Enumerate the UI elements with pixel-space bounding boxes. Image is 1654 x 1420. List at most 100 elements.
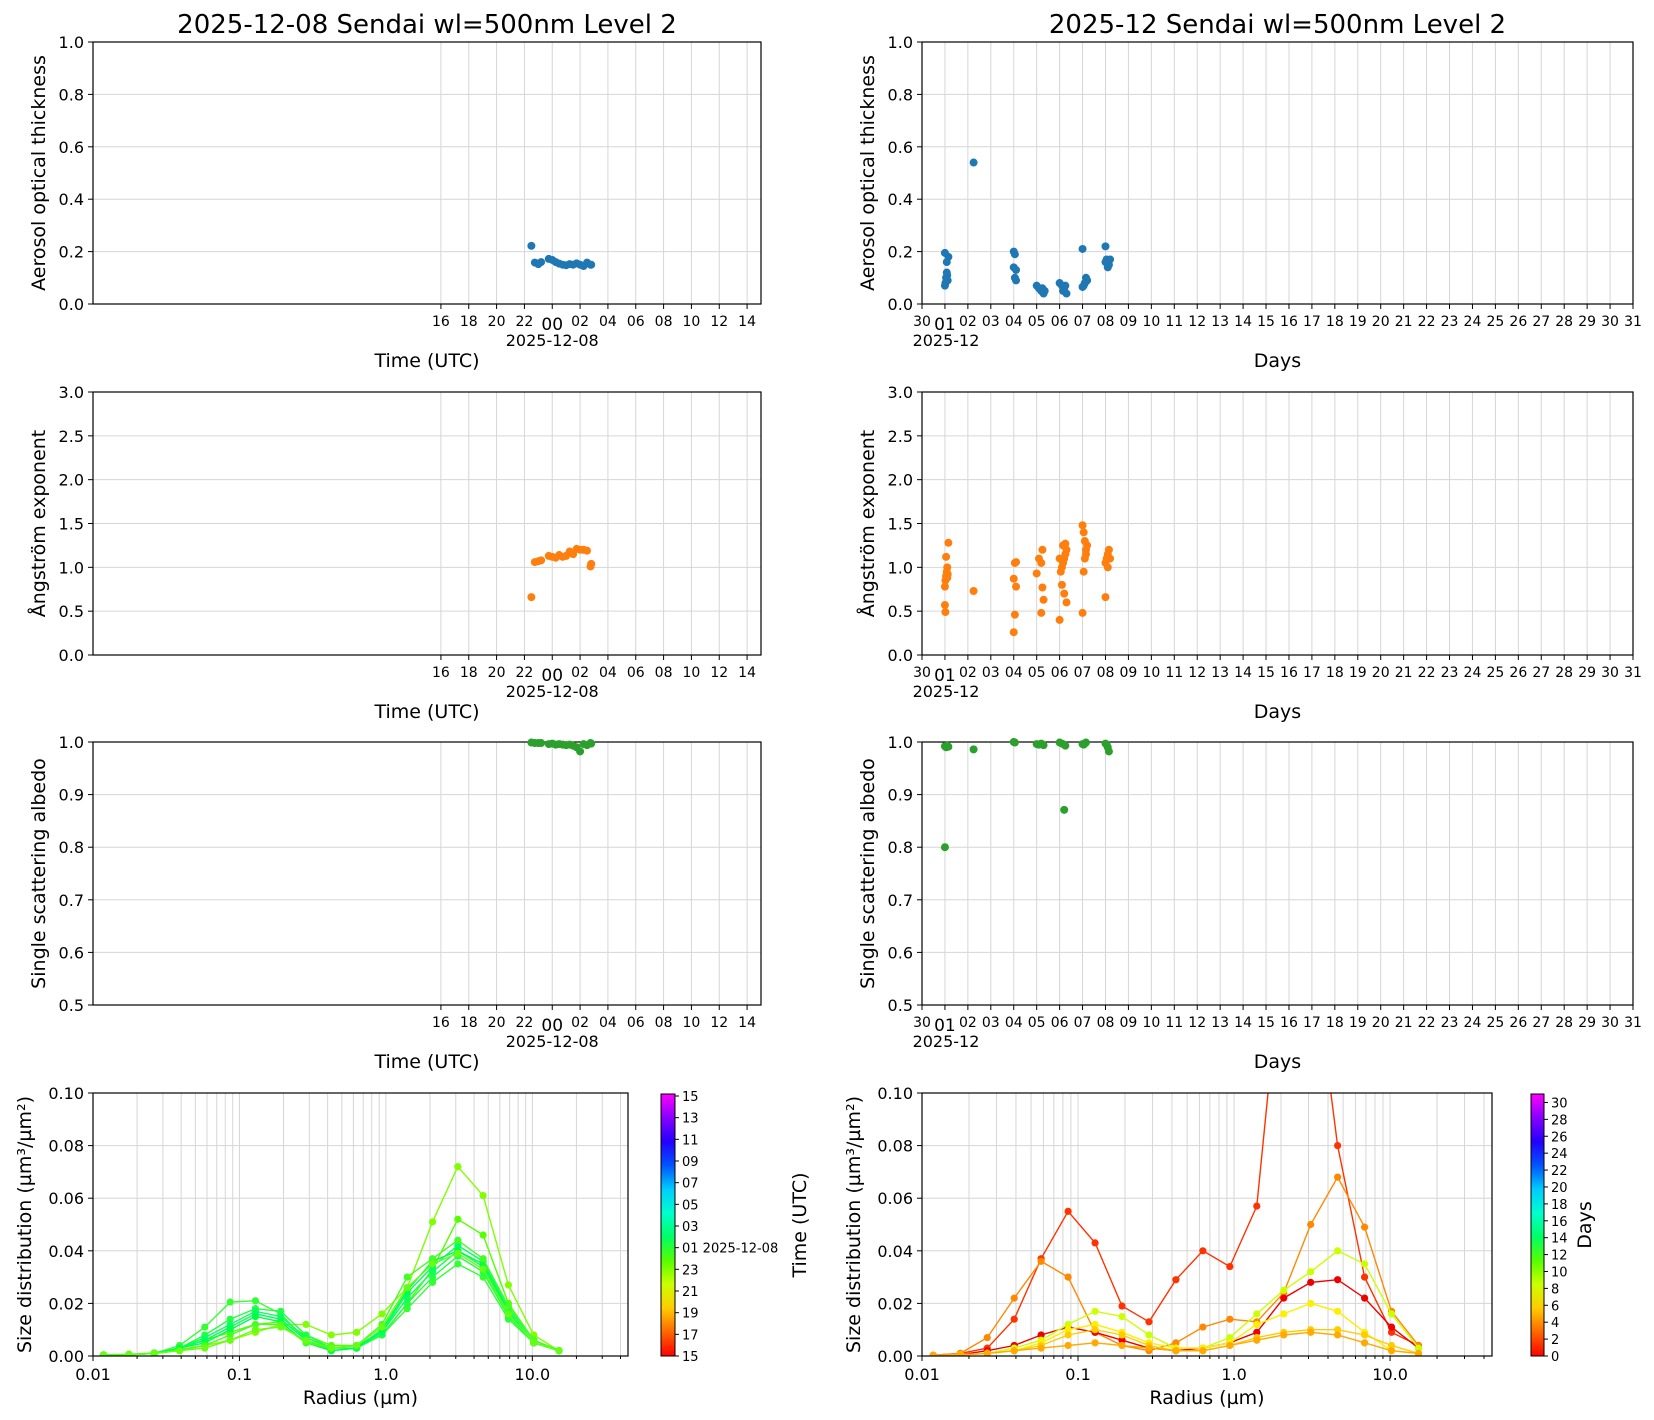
- x-tick-label: 10.0: [515, 1365, 551, 1384]
- y-axis-label: Single scattering albedo: [857, 758, 879, 989]
- data-point: [1078, 244, 1087, 253]
- y-tick-label: 0.0: [59, 646, 84, 665]
- colorbar-tick-label: 11: [682, 1133, 699, 1148]
- x-tick-label: 04: [599, 1015, 617, 1031]
- data-point: [1101, 258, 1110, 267]
- data-point: [1064, 1326, 1072, 1334]
- data-point: [1009, 628, 1018, 637]
- data-point: [277, 1307, 285, 1315]
- y-tick-label: 1.5: [888, 515, 913, 534]
- x-tick-label: 16: [1280, 1015, 1298, 1031]
- x-tick-label: 25: [1486, 314, 1504, 330]
- x-tick-label: 1.0: [1221, 1365, 1246, 1384]
- data-point: [527, 241, 536, 250]
- x-tick-label: 27: [1532, 314, 1550, 330]
- data-point: [929, 1351, 937, 1356]
- colorbar-label: Time (UTC): [789, 1172, 811, 1278]
- x-tick-label: 12: [710, 665, 728, 681]
- data-point: [504, 1302, 513, 1310]
- data-point: [1118, 1341, 1126, 1350]
- x-tick-label: 31: [1624, 1015, 1642, 1031]
- colorbar-tick-label: 28: [1551, 1113, 1568, 1128]
- data-point: [1009, 263, 1018, 272]
- x-tick-label: 21: [1395, 314, 1413, 330]
- x-tick-label: 20: [1372, 1015, 1390, 1031]
- y-axis-label: Size distribution (µm³/µm²): [843, 1096, 865, 1353]
- data-point: [583, 546, 592, 555]
- plot-frame: [92, 41, 762, 305]
- x-tick-label: 13: [1211, 1015, 1229, 1031]
- x-tick-label: 16: [1280, 665, 1298, 681]
- data-point: [1037, 608, 1046, 617]
- data-point: [940, 582, 949, 591]
- y-tick-label: 0.08: [877, 1137, 913, 1156]
- data-point: [983, 1349, 991, 1356]
- data-point: [537, 739, 546, 748]
- data-point: [1009, 574, 1018, 583]
- series-group: [99, 1163, 563, 1356]
- data-point: [1145, 1318, 1153, 1326]
- y-tick-label: 0.5: [59, 996, 84, 1015]
- data-point: [943, 573, 952, 582]
- y-tick-label: 0.06: [877, 1189, 913, 1208]
- x-tick-label: 08: [1097, 665, 1115, 681]
- x-tick-label: 16: [1280, 314, 1298, 330]
- colorbar-tick-label: 15: [682, 1090, 699, 1105]
- data-point: [125, 1351, 133, 1356]
- series-line: [103, 1244, 560, 1356]
- series-line: [103, 1255, 560, 1356]
- x-tick-label: 23: [1441, 665, 1459, 681]
- data-point: [1101, 593, 1110, 602]
- y-tick-label: 2.5: [888, 427, 913, 446]
- x-tick-label: 18: [460, 1015, 478, 1031]
- data-point: [428, 1278, 437, 1286]
- x-tick-label: 09: [1120, 665, 1138, 681]
- x-tick-label: 18: [1326, 314, 1344, 330]
- data-point: [1360, 1331, 1369, 1339]
- data-point: [1091, 1326, 1099, 1334]
- ssa_daily: 0.5 0.6 0.7 0.8 0.9 1.0 16 18 20 22 00 02 04 06 08 10 12…: [28, 733, 762, 1073]
- colorbar-tick-label: 17: [682, 1328, 699, 1343]
- x-tick-label: 13: [1211, 314, 1229, 330]
- x-tick-label: 14: [1234, 1015, 1252, 1031]
- y-tick-label: 0.5: [888, 602, 913, 621]
- data-point: [327, 1344, 335, 1352]
- data-point: [1081, 550, 1090, 559]
- colorbar: [660, 1093, 676, 1357]
- data-point: [1106, 554, 1115, 563]
- data-point: [1037, 1331, 1045, 1339]
- data-point: [1280, 1286, 1288, 1294]
- data-point: [454, 1260, 462, 1268]
- x-tick-label: 28: [1555, 314, 1573, 330]
- x-tick-label: 19: [1349, 1015, 1367, 1031]
- data-point: [1145, 1344, 1153, 1352]
- data-point: [1253, 1310, 1261, 1318]
- x-tick-label: 02: [959, 1015, 977, 1031]
- data-point: [1060, 589, 1069, 598]
- y-tick-label: 0.0: [59, 295, 84, 314]
- data-point: [1062, 289, 1071, 298]
- colorbar-tick-label: 26: [1551, 1130, 1568, 1145]
- data-point: [942, 258, 951, 267]
- data-point: [378, 1323, 386, 1331]
- data-point: [1059, 541, 1068, 550]
- colorbar-tick-label: 01 2025-12-08: [682, 1242, 778, 1257]
- data-point: [1091, 1307, 1099, 1315]
- data-point: [1307, 1278, 1315, 1286]
- data-point: [1253, 1328, 1261, 1336]
- colorbar-tick-label: 10: [1551, 1265, 1568, 1280]
- data-point: [1038, 545, 1047, 554]
- plot-frame: [92, 391, 762, 656]
- data-point: [943, 563, 952, 572]
- data-point: [1010, 1315, 1018, 1323]
- x-tick-label: 22: [1418, 1015, 1436, 1031]
- data-point: [1091, 1239, 1099, 1247]
- data-point: [1414, 1349, 1423, 1356]
- data-point: [1118, 1336, 1126, 1344]
- data-point: [1334, 1142, 1342, 1150]
- x-tick-label: 01: [934, 315, 956, 335]
- data-point: [454, 1249, 462, 1258]
- colorbar-tick-label: 14: [1551, 1232, 1568, 1247]
- data-point: [1078, 608, 1087, 617]
- x-axis-label: Time (UTC): [373, 701, 479, 723]
